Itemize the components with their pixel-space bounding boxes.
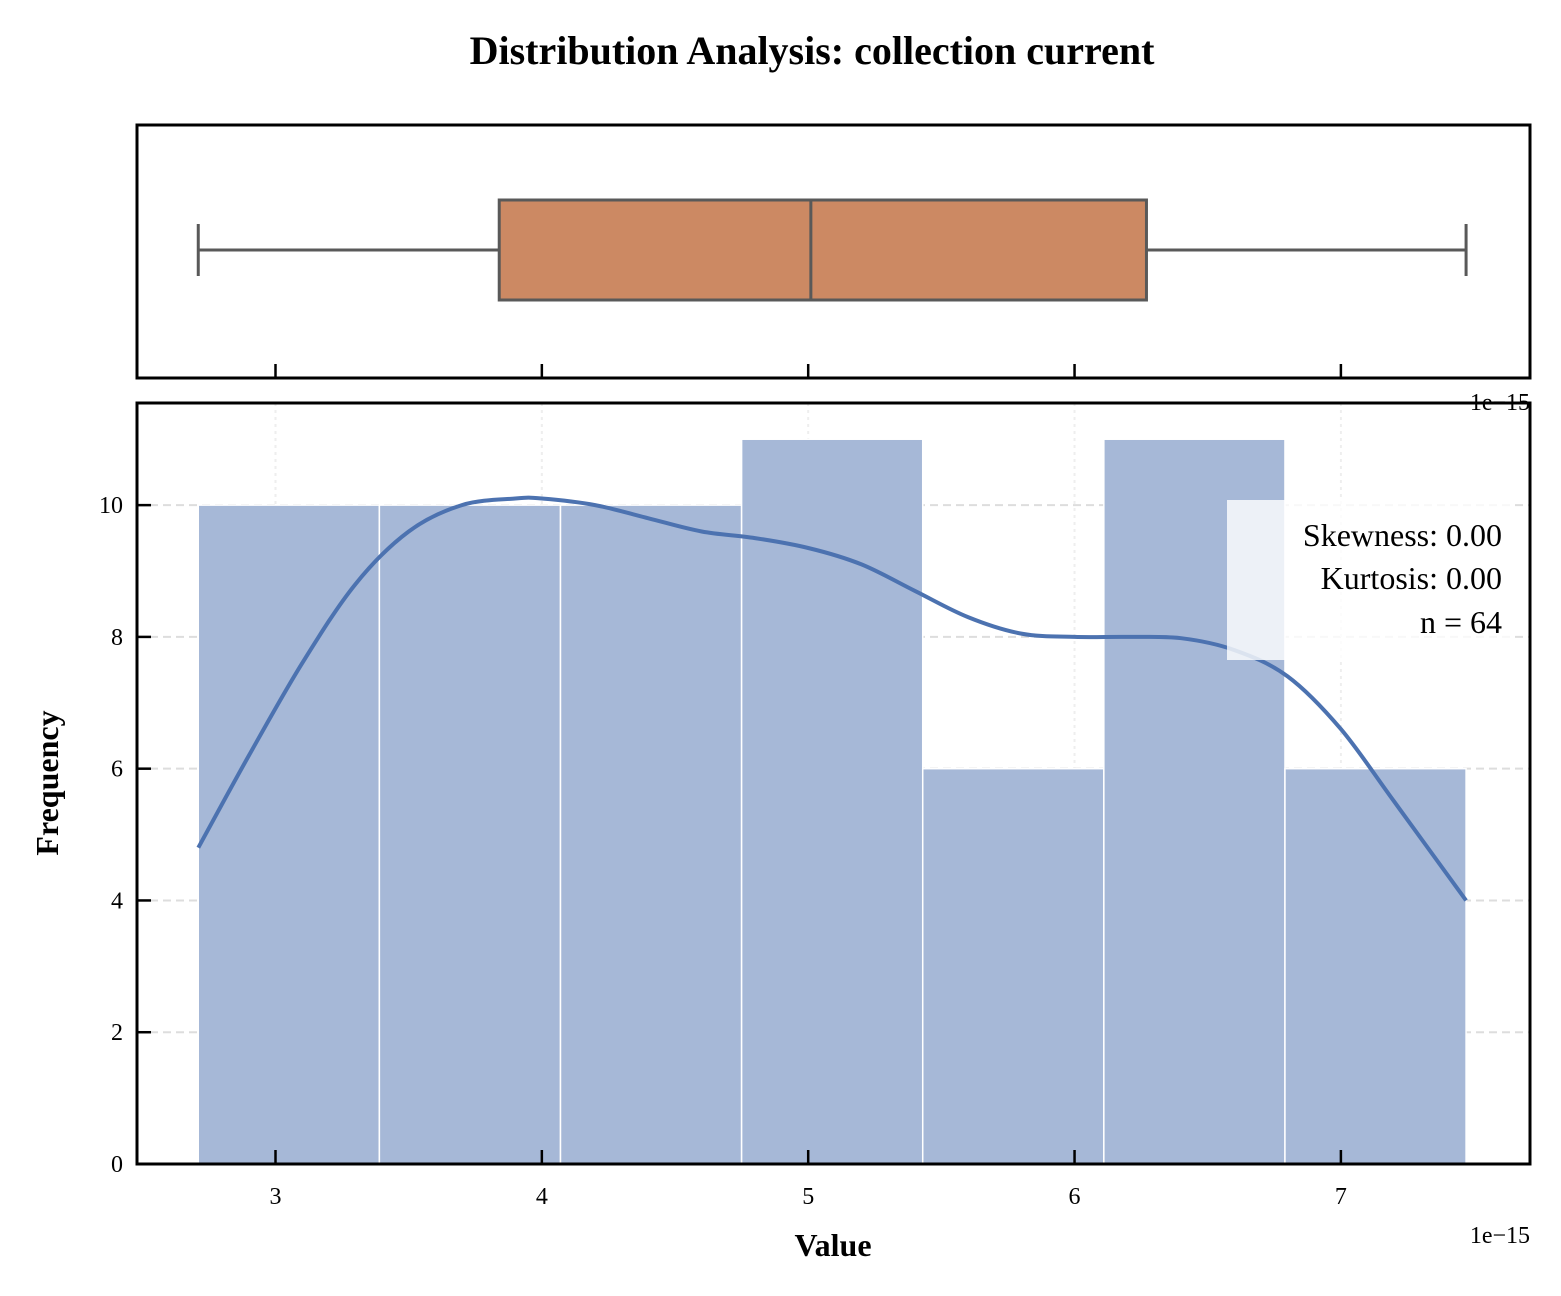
x-tick-label: 5 <box>802 1184 814 1210</box>
chart-title: Distribution Analysis: collection curren… <box>470 28 1155 73</box>
histogram-bar <box>921 767 1105 1165</box>
y-tick-label: 8 <box>111 625 123 651</box>
x-tick-label: 4 <box>536 1184 548 1210</box>
stats-n: n = 64 <box>1420 604 1502 640</box>
boxplot-x-ticks <box>274 364 1343 378</box>
x-tick-label: 7 <box>1335 1184 1347 1210</box>
y-tick-label: 4 <box>111 888 123 914</box>
y-tick-label: 2 <box>111 1020 123 1046</box>
x-axis-label: Value <box>794 1227 871 1263</box>
stats-kurtosis: Kurtosis: 0.00 <box>1321 560 1502 596</box>
histogram-bar <box>1284 767 1467 1165</box>
boxplot <box>196 198 1468 302</box>
stats-box-background <box>1227 500 1514 660</box>
y-tick-label: 10 <box>99 493 123 519</box>
y-tick-label: 6 <box>111 757 123 783</box>
x-tick-label: 6 <box>1069 1184 1081 1210</box>
x-axis-ticks: 3 4 5 6 7 <box>270 1150 1347 1210</box>
x-tick-label: 3 <box>270 1184 282 1210</box>
boxplot-panel: 1e−15 <box>135 123 1532 416</box>
box-iqr <box>497 198 1148 302</box>
histogram-bar <box>378 504 562 1165</box>
histogram-bar <box>197 504 381 1165</box>
x-offset-label: 1e−15 <box>1470 1223 1530 1249</box>
y-axis-label: Frequency <box>29 710 65 855</box>
histogram-frame <box>135 401 1532 1166</box>
histogram-panel: 3 4 5 6 7 0 2 4 6 8 10 Skewness: 0.00 Kurtosis: 0… <box>29 401 1532 1263</box>
histogram-bar <box>740 438 924 1165</box>
boxplot-frame <box>135 123 1532 380</box>
y-axis-ticks: 0 2 4 6 8 10 <box>99 493 151 1178</box>
stats-skewness: Skewness: 0.00 <box>1303 517 1502 553</box>
y-tick-label: 0 <box>111 1152 123 1178</box>
stats-box: Skewness: 0.00 Kurtosis: 0.00 n = 64 <box>1227 500 1514 660</box>
histogram-bar <box>559 504 743 1165</box>
